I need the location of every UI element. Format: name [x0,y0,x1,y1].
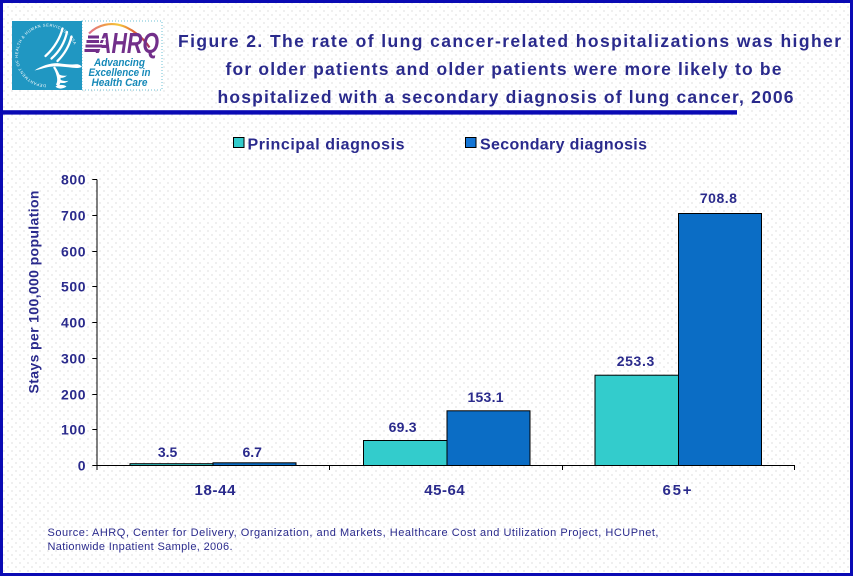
svg-text:300: 300 [61,351,86,367]
svg-text:Source: AHRQ, Center for Deliv: Source: AHRQ, Center for Delivery, Organ… [48,527,659,539]
svg-text:800: 800 [61,172,86,188]
svg-text:100: 100 [61,422,86,438]
svg-text:Advancing: Advancing [93,57,145,69]
svg-text:3.5: 3.5 [158,444,178,460]
svg-text:Excellence in: Excellence in [89,67,151,79]
svg-text:Health Care: Health Care [92,77,148,89]
svg-text:Stays per 100,000 population: Stays per 100,000 population [26,191,42,394]
svg-text:45-64: 45-64 [424,482,465,499]
svg-text:153.1: 153.1 [468,389,504,405]
svg-text:500: 500 [61,279,86,295]
svg-text:Figure 2. The rate of lung can: Figure 2. The rate of lung cancer-relate… [178,31,841,51]
svg-text:hospitalized with a secondary: hospitalized with a secondary diagnosis … [218,87,794,107]
svg-text:6.7: 6.7 [242,444,262,460]
svg-text:69.3: 69.3 [389,419,417,435]
svg-text:65+: 65+ [663,482,692,499]
svg-text:Principal diagnosis: Principal diagnosis [248,137,405,154]
svg-text:600: 600 [61,244,86,260]
svg-text:253.3: 253.3 [617,353,655,369]
svg-text:for older patients and older p: for older patients and older patients we… [226,59,782,79]
svg-text:0: 0 [78,458,86,474]
svg-text:18-44: 18-44 [195,482,237,499]
svg-text:200: 200 [61,387,86,403]
svg-text:708.8: 708.8 [700,190,737,206]
svg-text:AHRQ: AHRQ [95,28,159,60]
svg-text:Nationwide Inpatient Sample, 2: Nationwide Inpatient Sample, 2006. [48,541,233,553]
svg-text:400: 400 [61,315,86,331]
svg-text:Secondary diagnosis: Secondary diagnosis [480,137,647,154]
svg-text:700: 700 [61,208,86,224]
